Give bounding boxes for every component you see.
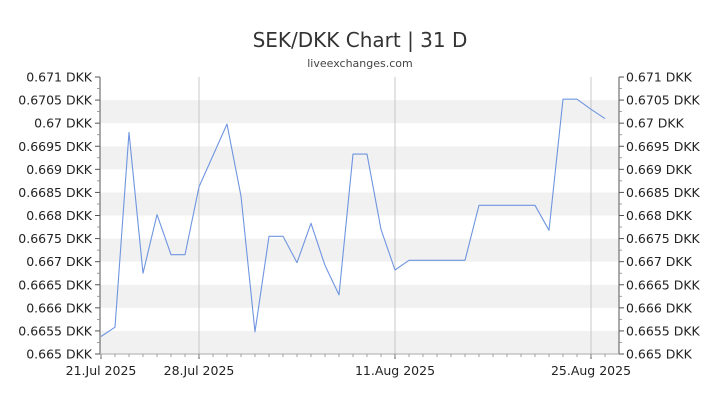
y-tick-label-right: 0.6705 DKK <box>626 93 701 108</box>
chart-subtitle: liveexchanges.com <box>307 57 412 70</box>
data-point <box>184 254 186 256</box>
data-point <box>156 213 158 215</box>
y-tick-label-left: 0.6675 DKK <box>18 231 93 246</box>
data-point <box>604 117 606 119</box>
y-tick-label-left: 0.671 DKK <box>26 70 93 85</box>
x-tick-label: 25.Aug 2025 <box>551 363 631 378</box>
data-point <box>478 204 480 206</box>
data-point <box>366 153 368 155</box>
data-point <box>296 261 298 263</box>
plot-band <box>100 284 619 308</box>
data-point <box>534 204 536 206</box>
y-tick-label-left: 0.666 DKK <box>26 300 93 315</box>
data-point <box>548 229 550 231</box>
y-tick-label-left: 0.6665 DKK <box>18 277 93 292</box>
data-point <box>142 272 144 274</box>
plot-band <box>100 192 619 216</box>
data-point <box>114 326 116 328</box>
data-point <box>170 254 172 256</box>
y-tick-label-left: 0.6655 DKK <box>18 323 93 338</box>
y-tick-label-left: 0.669 DKK <box>26 162 93 177</box>
y-tick-label-right: 0.666 DKK <box>626 300 693 315</box>
y-tick-label-right: 0.669 DKK <box>626 162 693 177</box>
series-line <box>100 98 606 337</box>
plot-band <box>100 100 619 124</box>
y-tick-label-right: 0.6655 DKK <box>626 323 701 338</box>
y-tick-label-right: 0.6675 DKK <box>626 231 701 246</box>
data-point <box>380 228 382 230</box>
plot-bands <box>100 77 619 354</box>
y-axis-left: 0.665 DKK 0.6655 DKK 0.666 DKK 0.6665 DKK 0.… <box>18 70 100 362</box>
y-tick-label-left: 0.667 DKK <box>26 254 93 269</box>
y-axis-right: 0.665 DKK 0.6655 DKK 0.666 DKK 0.6665 DKK 0.… <box>619 70 701 362</box>
y-tick-label-left: 0.67 DKK <box>34 116 93 131</box>
y-tick-label-right: 0.67 DKK <box>626 116 685 131</box>
data-point <box>562 98 564 100</box>
data-point <box>394 269 396 271</box>
y-tick-label-right: 0.668 DKK <box>626 208 693 223</box>
data-point <box>408 259 410 261</box>
chart-title: SEK/DKK Chart | 31 D <box>253 28 468 52</box>
plot-band <box>100 215 619 239</box>
data-point <box>128 131 130 133</box>
data-point <box>198 186 200 188</box>
data-point <box>324 264 326 266</box>
series-group <box>100 98 606 337</box>
plot-band <box>100 146 619 170</box>
y-tick-label-left: 0.6705 DKK <box>18 93 93 108</box>
plot-band <box>100 169 619 193</box>
plot-band <box>100 330 619 354</box>
data-point <box>254 331 256 333</box>
data-point <box>282 235 284 237</box>
x-axis: 21.Jul 2025 28.Jul 2025 11.Aug 2025 25.Aug … <box>66 354 631 378</box>
plot-band <box>100 261 619 285</box>
data-point <box>100 335 102 337</box>
plot-band <box>100 77 619 101</box>
data-point <box>464 259 466 261</box>
data-point <box>352 153 354 155</box>
y-tick-label-right: 0.671 DKK <box>626 70 693 85</box>
data-point <box>590 108 592 110</box>
data-point <box>240 195 242 197</box>
vertical-gridlines <box>198 77 592 354</box>
y-tick-label-right: 0.665 DKK <box>626 347 693 362</box>
data-point <box>576 98 578 100</box>
x-tick-label: 11.Aug 2025 <box>355 363 435 378</box>
y-tick-label-right: 0.6665 DKK <box>626 277 701 292</box>
data-point <box>268 235 270 237</box>
y-tick-label-right: 0.667 DKK <box>626 254 693 269</box>
x-tick-label: 21.Jul 2025 <box>66 363 137 378</box>
y-tick-label-left: 0.6695 DKK <box>18 139 93 154</box>
x-tick-label: 28.Jul 2025 <box>164 363 235 378</box>
data-point <box>492 204 494 206</box>
data-point <box>310 222 312 224</box>
data-point <box>226 123 228 125</box>
y-tick-label-right: 0.6685 DKK <box>626 185 701 200</box>
y-tick-label-right: 0.6695 DKK <box>626 139 701 154</box>
y-tick-label-left: 0.6685 DKK <box>18 185 93 200</box>
data-point <box>338 294 340 296</box>
plot-band <box>100 307 619 331</box>
y-tick-label-left: 0.665 DKK <box>26 347 93 362</box>
plot-band <box>100 238 619 262</box>
plot-band <box>100 123 619 147</box>
y-tick-label-left: 0.668 DKK <box>26 208 93 223</box>
